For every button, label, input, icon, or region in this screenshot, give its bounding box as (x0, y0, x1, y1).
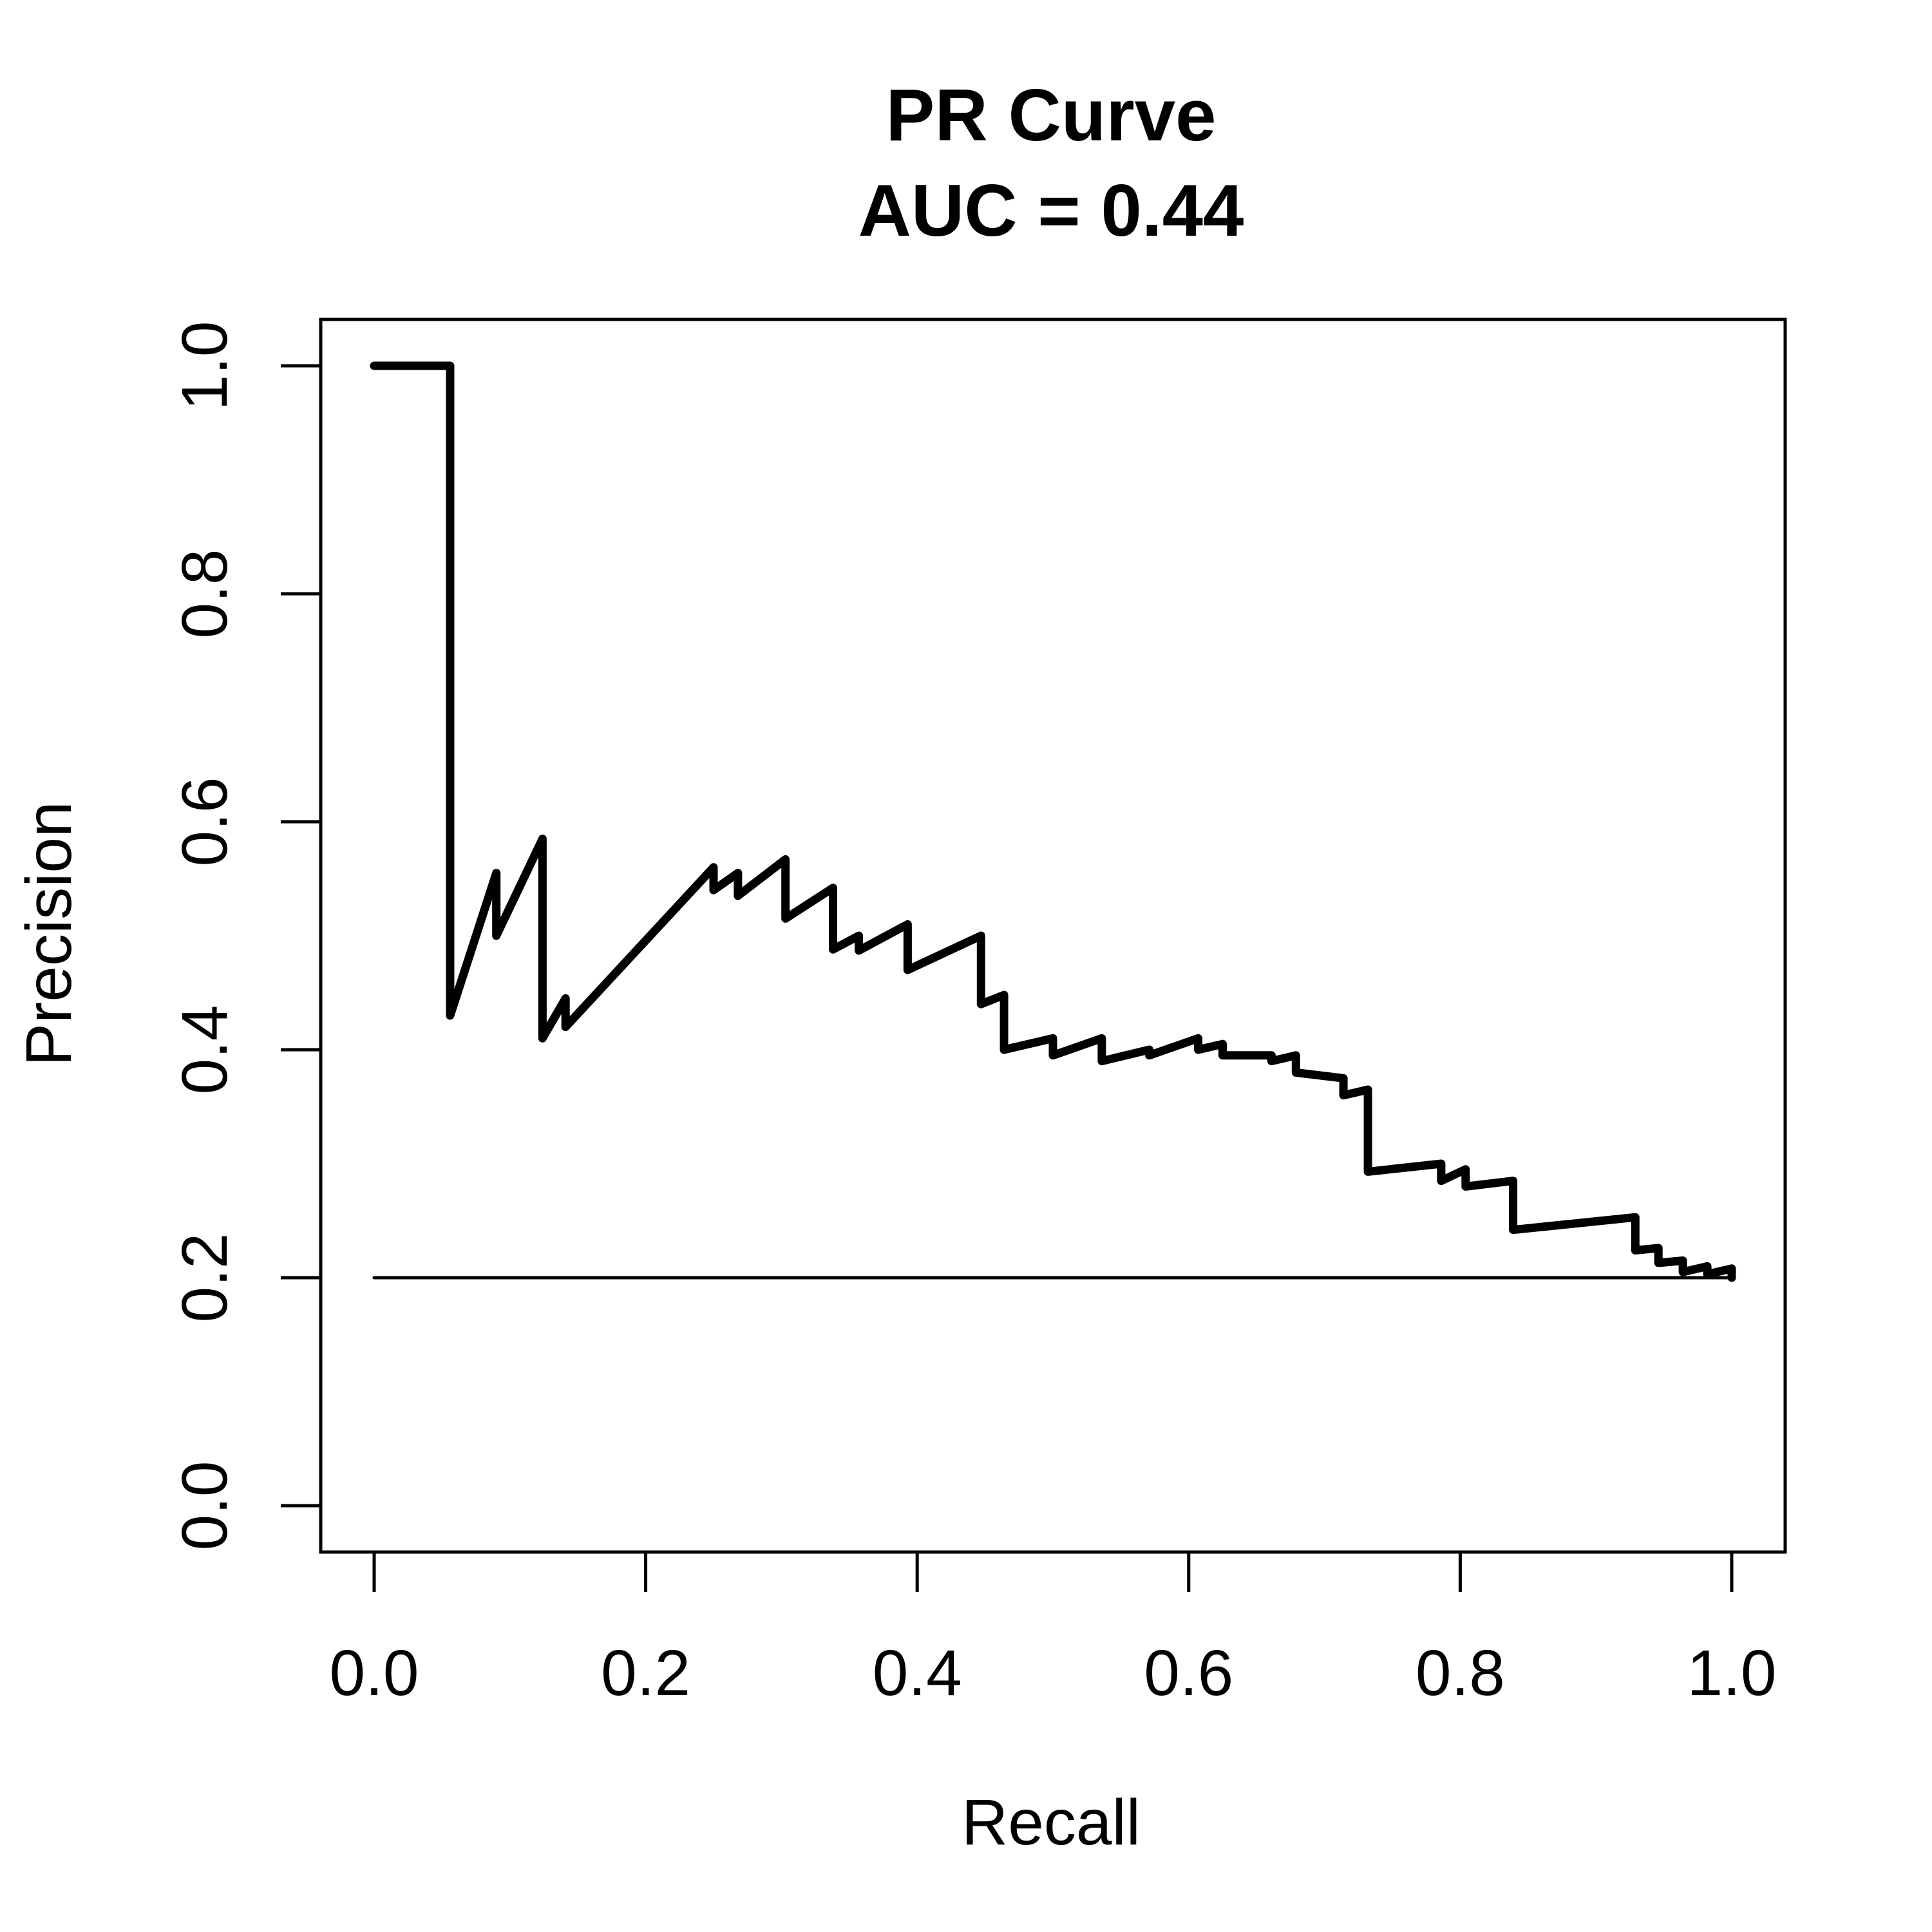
y-tick-label-3: 0.6 (169, 777, 241, 866)
chart-title: PR Curve (886, 75, 1216, 156)
y-tick-label-5: 1.0 (169, 321, 241, 410)
y-tick-label-0: 0.0 (169, 1461, 241, 1550)
x-tick-label-0: 0.0 (329, 1637, 419, 1709)
x-tick-label-1: 0.2 (601, 1637, 690, 1709)
y-tick-label-2: 0.4 (169, 1005, 241, 1094)
y-tick-label-4: 0.8 (169, 549, 241, 638)
x-axis-label: Recall (961, 1786, 1141, 1859)
x-tick-label-4: 0.8 (1416, 1637, 1505, 1709)
pr-curve-line (370, 361, 1736, 1282)
y-axis-label: Precision (13, 801, 85, 1066)
y-tick-label-1: 0.2 (169, 1233, 241, 1322)
x-tick-label-2: 0.4 (873, 1637, 962, 1709)
x-tick-label-5: 1.0 (1687, 1637, 1776, 1709)
x-tick-label-3: 0.6 (1144, 1637, 1233, 1709)
chart-subtitle: AUC = 0.44 (858, 170, 1244, 252)
plot-frame (319, 317, 1787, 1554)
